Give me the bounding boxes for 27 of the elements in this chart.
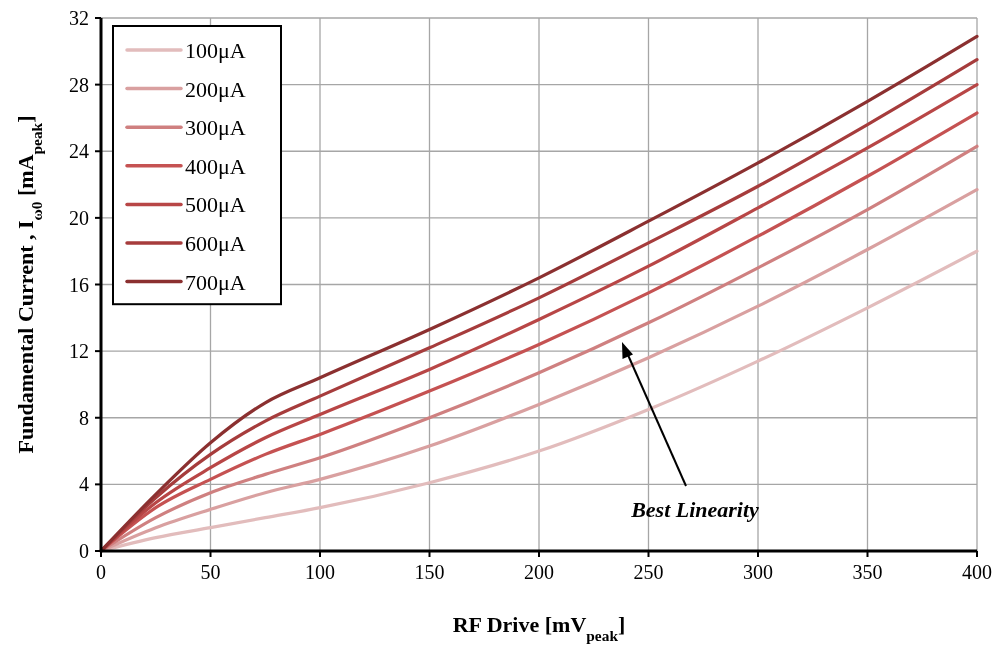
legend-label: 600μA <box>185 231 246 256</box>
x-tick-label: 300 <box>743 561 773 583</box>
y-tick-label: 28 <box>69 73 89 96</box>
x-tick-label: 100 <box>305 561 335 583</box>
x-tick-label: 200 <box>524 561 554 583</box>
legend-label: 300μA <box>185 115 246 141</box>
legend-label: 400μA <box>185 153 246 179</box>
x-axis-title: RF Drive [mV$_{peak}$] <box>452 612 626 644</box>
y-tick-label: 24 <box>69 140 89 163</box>
legend-label: 700μA <box>185 269 246 295</box>
x-tick-label: 50 <box>200 561 221 583</box>
y-tick-label: 0 <box>79 540 89 562</box>
y-tick-label: 12 <box>69 340 89 363</box>
y-tick-label: 32 <box>69 7 89 29</box>
legend-label: 500μA <box>185 192 246 218</box>
y-tick-label: 8 <box>79 406 89 429</box>
y-tick-label: 16 <box>69 273 89 296</box>
annotation: Best Linearity <box>630 497 760 522</box>
x-tick-label: 400 <box>962 561 992 583</box>
x-tick-label: 0 <box>96 561 106 583</box>
legend-label: 200μA <box>185 76 246 102</box>
x-tick-label: 350 <box>852 561 883 583</box>
x-tick-label: 250 <box>633 561 664 583</box>
legend-label: 100μA <box>185 38 246 63</box>
y-tick-label: 20 <box>69 206 89 229</box>
y-tick-label: 4 <box>79 473 89 496</box>
x-tick-label: 150 <box>414 561 445 583</box>
